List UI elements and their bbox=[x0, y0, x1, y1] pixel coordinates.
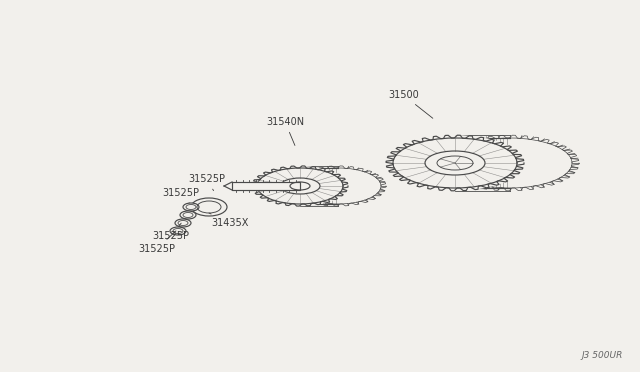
Text: 31525P: 31525P bbox=[188, 174, 225, 190]
Ellipse shape bbox=[280, 178, 320, 194]
Ellipse shape bbox=[180, 211, 196, 219]
Text: 31500: 31500 bbox=[388, 90, 433, 118]
Polygon shape bbox=[232, 182, 300, 190]
Ellipse shape bbox=[183, 203, 199, 211]
Ellipse shape bbox=[175, 219, 191, 227]
Ellipse shape bbox=[252, 166, 348, 206]
Ellipse shape bbox=[437, 156, 473, 170]
Ellipse shape bbox=[290, 182, 310, 190]
Ellipse shape bbox=[386, 135, 524, 191]
Ellipse shape bbox=[425, 151, 485, 175]
Text: J3 500UR: J3 500UR bbox=[582, 351, 623, 360]
Ellipse shape bbox=[170, 227, 186, 235]
Text: 31435X: 31435X bbox=[209, 213, 248, 228]
Text: 31525P: 31525P bbox=[162, 188, 199, 203]
Text: 31525P: 31525P bbox=[152, 223, 189, 241]
Ellipse shape bbox=[191, 198, 227, 216]
Text: 31540N: 31540N bbox=[266, 117, 304, 145]
Text: 31525P: 31525P bbox=[138, 231, 176, 254]
